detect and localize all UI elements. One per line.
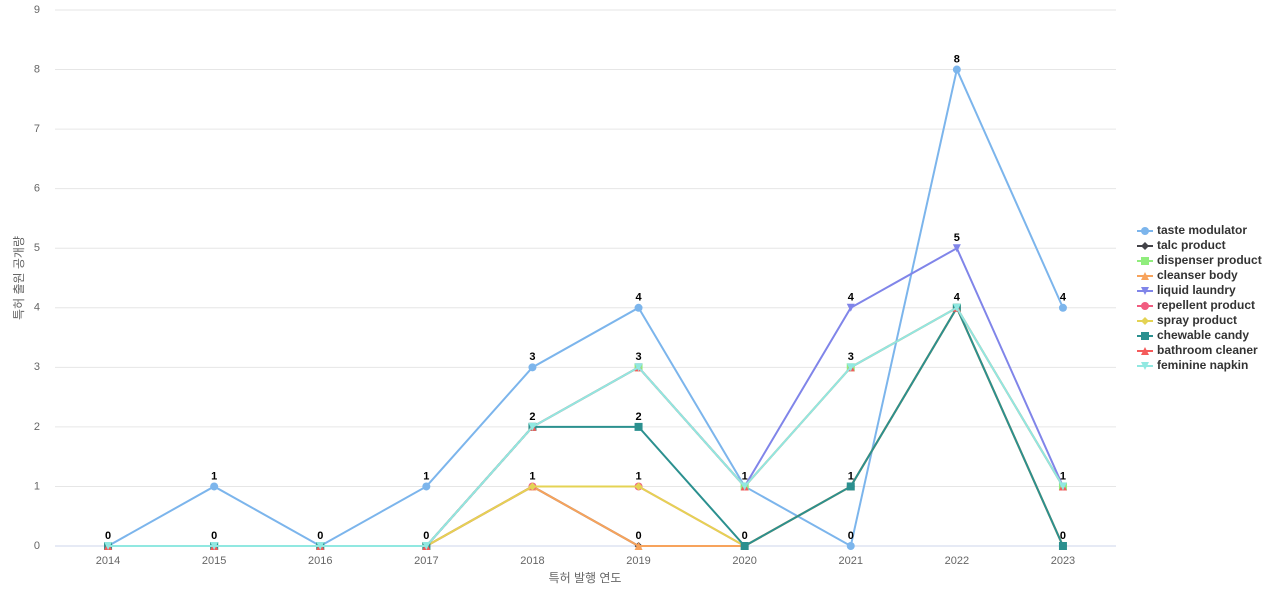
marker (528, 422, 537, 431)
legend-label: spray product (1157, 313, 1237, 327)
x-tick-label: 2023 (1051, 555, 1075, 567)
y-tick-label: 2 (34, 421, 40, 433)
data-label: 8 (954, 53, 960, 65)
marker (952, 65, 961, 74)
marker (740, 482, 749, 491)
marker (1141, 272, 1149, 280)
marker (1141, 287, 1149, 295)
marker (1058, 303, 1067, 312)
y-tick-label: 9 (34, 4, 40, 16)
data-label: 0 (423, 530, 429, 542)
x-tick-label: 2015 (202, 555, 226, 567)
data-label: 0 (211, 530, 217, 542)
legend-label: cleanser body (1157, 268, 1238, 282)
data-label: 1 (1060, 470, 1066, 482)
marker (634, 482, 643, 491)
marker (1141, 362, 1149, 370)
data-label: 1 (529, 470, 535, 482)
marker (528, 482, 537, 491)
marker (1141, 257, 1149, 265)
marker (1141, 242, 1149, 250)
y-tick-label: 3 (34, 361, 40, 373)
marker (316, 542, 325, 550)
legend-label: chewable candy (1157, 328, 1249, 342)
marker (846, 303, 855, 312)
y-tick-label: 4 (34, 302, 40, 314)
legend-label: repellent product (1157, 298, 1255, 312)
data-label: 3 (529, 351, 535, 363)
y-tick-label: 6 (34, 183, 40, 195)
legend-label: talc product (1157, 238, 1226, 252)
data-label: 2 (635, 411, 641, 423)
x-tick-label: 2016 (308, 555, 332, 567)
x-tick-label: 2020 (732, 555, 756, 567)
line (108, 306, 1064, 547)
marker (210, 542, 219, 550)
data-label: 0 (635, 530, 641, 542)
marker (422, 482, 431, 491)
x-axis-label: 특허 발행 연도 (549, 570, 622, 585)
marker (634, 422, 643, 431)
marker (846, 363, 855, 372)
x-tick-label: 2017 (414, 555, 438, 567)
line (107, 66, 1064, 548)
data-label: 2 (529, 411, 535, 423)
marker (422, 542, 431, 550)
marker (634, 542, 643, 550)
data-label: 1 (742, 470, 748, 482)
x-tick-label: 2019 (626, 555, 650, 567)
legend-label: dispenser product (1157, 253, 1262, 267)
x-tick-label: 2018 (520, 555, 544, 567)
data-label: 1 (423, 470, 429, 482)
x-tick-label: 2014 (96, 555, 120, 567)
marker (740, 542, 749, 550)
marker (1141, 302, 1149, 310)
y-tick-label: 8 (34, 63, 40, 75)
y-tick-label: 1 (34, 480, 40, 492)
marker (104, 542, 113, 550)
data-label: 3 (848, 351, 854, 363)
y-tick-label: 5 (34, 242, 40, 254)
data-label: 0 (317, 530, 323, 542)
marker (1141, 347, 1149, 355)
series (104, 303, 1067, 550)
legend-label: feminine napkin (1157, 358, 1248, 372)
marker (1141, 317, 1149, 325)
marker (634, 303, 643, 312)
y-axis-label: 특허 출원 공개량 (12, 236, 26, 320)
data-label: 5 (954, 232, 960, 244)
y-tick-label: 0 (34, 540, 40, 552)
legend-label: liquid laundry (1157, 283, 1236, 297)
x-tick-label: 2021 (839, 555, 863, 567)
data-label: 4 (1060, 292, 1067, 304)
marker (1058, 482, 1067, 491)
data-label: 0 (1060, 530, 1066, 542)
marker (846, 542, 855, 550)
marker (210, 482, 219, 491)
marker (1058, 542, 1067, 550)
marker (1141, 227, 1149, 235)
x-tick-label: 2022 (945, 555, 969, 567)
marker (1141, 332, 1149, 340)
data-label: 0 (105, 530, 111, 542)
marker (952, 244, 961, 253)
marker (846, 482, 855, 491)
data-label: 3 (635, 351, 641, 363)
marker (528, 363, 537, 372)
data-label: 1 (848, 470, 854, 482)
data-label: 1 (211, 470, 217, 482)
data-label: 0 (742, 530, 748, 542)
legend-label: taste modulator (1157, 223, 1247, 237)
marker (952, 303, 961, 312)
y-tick-label: 7 (34, 123, 40, 135)
marker (634, 363, 643, 372)
data-label: 4 (848, 292, 855, 304)
data-label: 1 (635, 470, 641, 482)
legend-label: bathroom cleaner (1157, 343, 1258, 357)
data-label: 4 (635, 292, 642, 304)
data-label: 0 (848, 530, 854, 542)
data-label: 4 (954, 292, 961, 304)
